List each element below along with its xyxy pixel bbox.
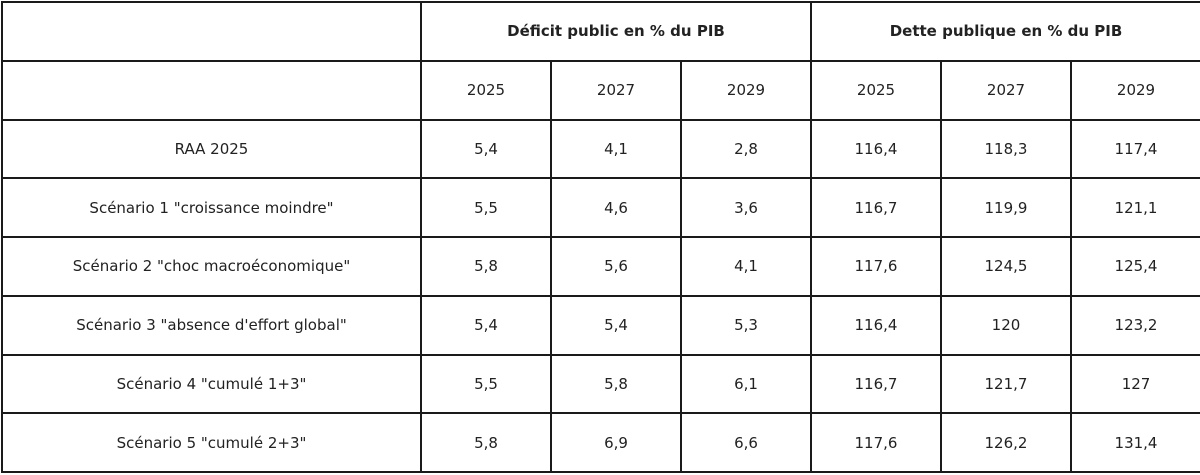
row-label: Scénario 5 "cumulé 2+3" <box>1 412 422 473</box>
value-cell: 118,3 <box>940 118 1072 180</box>
value-cell: 121,1 <box>1069 177 1200 238</box>
table-row: RAA 2025 5,4 4,1 2,8 116,4 118,3 117,4 <box>1 118 1200 180</box>
value-cell: 6,6 <box>680 412 812 473</box>
row-label: Scénario 4 "cumulé 1+3" <box>1 353 422 415</box>
value-cell: 117,6 <box>810 412 942 473</box>
value-cell: 117,4 <box>1069 118 1200 180</box>
value-cell: 4,6 <box>550 177 682 238</box>
empty-corner-cell <box>1 1 422 62</box>
value-cell: 2,8 <box>680 118 812 180</box>
value-cell: 5,4 <box>420 294 552 356</box>
table-row: Scénario 3 "absence d'effort global" 5,4… <box>1 294 1200 356</box>
value-cell: 116,7 <box>810 177 942 238</box>
value-cell: 124,5 <box>940 236 1072 297</box>
value-cell: 6,9 <box>550 412 682 473</box>
value-cell: 5,5 <box>420 177 552 238</box>
value-cell: 4,1 <box>550 118 682 180</box>
value-cell: 116,4 <box>810 118 942 180</box>
value-cell: 5,3 <box>680 294 812 356</box>
year-cell: 2025 <box>420 59 552 121</box>
value-cell: 5,4 <box>550 294 682 356</box>
table-row: Scénario 2 "choc macroéconomique" 5,8 5,… <box>1 236 1200 297</box>
year-cell: 2027 <box>550 59 682 121</box>
value-cell: 123,2 <box>1069 294 1200 356</box>
value-cell: 125,4 <box>1069 236 1200 297</box>
row-label: Scénario 3 "absence d'effort global" <box>1 294 422 356</box>
value-cell: 5,8 <box>420 412 552 473</box>
year-header-row: 2025 2027 2029 2025 2027 2029 <box>1 59 1200 121</box>
value-cell: 121,7 <box>940 353 1072 415</box>
deficit-header: Déficit public en % du PIB <box>420 1 812 62</box>
group-header-row: Déficit public en % du PIB Dette publiqu… <box>1 1 1200 62</box>
debt-header: Dette publique en % du PIB <box>809 1 1200 62</box>
value-cell: 5,5 <box>420 353 552 415</box>
value-cell: 126,2 <box>940 412 1072 473</box>
value-cell: 5,8 <box>550 353 682 415</box>
row-label: RAA 2025 <box>1 118 422 180</box>
table-row: Scénario 1 "croissance moindre" 5,5 4,6 … <box>1 177 1200 238</box>
value-cell: 116,4 <box>810 294 942 356</box>
table-row: Scénario 4 "cumulé 1+3" 5,5 5,8 6,1 116,… <box>1 353 1200 415</box>
value-cell: 116,7 <box>810 353 942 415</box>
value-cell: 117,6 <box>810 236 942 297</box>
value-cell: 120 <box>940 294 1072 356</box>
year-cell: 2027 <box>940 59 1072 121</box>
row-label: Scénario 2 "choc macroéconomique" <box>1 236 422 297</box>
table-row: Scénario 5 "cumulé 2+3" 5,8 6,9 6,6 117,… <box>1 412 1200 473</box>
year-cell: 2029 <box>1069 59 1200 121</box>
row-label: Scénario 1 "croissance moindre" <box>1 177 422 238</box>
value-cell: 127 <box>1069 353 1200 415</box>
value-cell: 5,8 <box>420 236 552 297</box>
value-cell: 5,6 <box>550 236 682 297</box>
value-cell: 3,6 <box>680 177 812 238</box>
empty-year-label-cell <box>1 59 422 121</box>
value-cell: 119,9 <box>940 177 1072 238</box>
value-cell: 131,4 <box>1069 412 1200 473</box>
value-cell: 4,1 <box>680 236 812 297</box>
year-cell: 2025 <box>810 59 942 121</box>
year-cell: 2029 <box>680 59 812 121</box>
value-cell: 5,4 <box>420 118 552 180</box>
value-cell: 6,1 <box>680 353 812 415</box>
